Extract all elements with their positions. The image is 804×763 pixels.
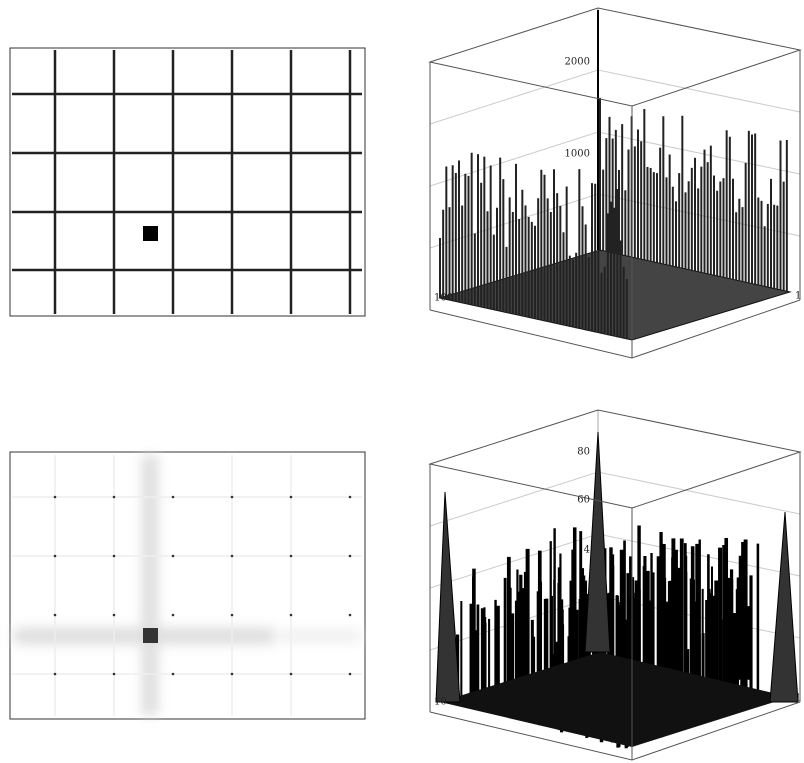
dot — [231, 555, 234, 558]
box-top — [430, 8, 800, 106]
dot — [172, 673, 175, 676]
dot — [290, 673, 293, 676]
dot — [113, 614, 116, 617]
dot — [349, 673, 352, 676]
tick-label: 4 — [584, 545, 590, 556]
tick-label: 1 — [795, 291, 801, 302]
surface-plot: 2000 1000 100 1 — [430, 8, 801, 358]
box-top — [430, 410, 800, 508]
tick-label: 10 — [434, 697, 447, 708]
dot — [231, 673, 234, 676]
dot — [231, 496, 234, 499]
tick-label: 2000 — [565, 57, 590, 68]
dot — [54, 614, 57, 617]
tick-label: 1 — [795, 693, 801, 704]
dot — [172, 496, 175, 499]
blurred-image — [10, 452, 365, 719]
figure: 2000 1000 100 1 80 60 4 10 1 — [0, 0, 804, 763]
dot — [349, 614, 352, 617]
dot — [54, 673, 57, 676]
grid-line — [430, 472, 800, 526]
dot — [54, 555, 57, 558]
tick-label: 60 — [577, 495, 590, 506]
dot — [113, 555, 116, 558]
dot — [231, 614, 234, 617]
surface-plot: 80 60 4 10 1 — [430, 410, 801, 760]
tick-label: 1000 — [565, 149, 590, 160]
dot — [172, 614, 175, 617]
dot — [290, 555, 293, 558]
tick-label: 80 — [577, 447, 590, 458]
dot — [113, 496, 116, 499]
grid-image — [10, 48, 365, 316]
tick-label: 100 — [434, 293, 453, 304]
dot — [54, 496, 57, 499]
dot — [349, 496, 352, 499]
dot — [290, 496, 293, 499]
dot — [290, 614, 293, 617]
dot — [113, 673, 116, 676]
dot — [172, 555, 175, 558]
grid-line — [430, 70, 800, 124]
dot — [349, 555, 352, 558]
